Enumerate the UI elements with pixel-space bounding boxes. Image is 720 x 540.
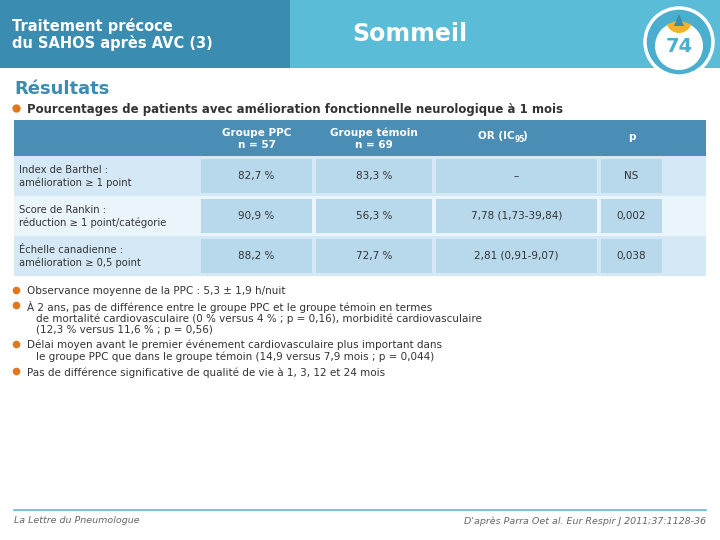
Text: À 2 ans, pas de différence entre le groupe PPC et le groupe témoin en termes: À 2 ans, pas de différence entre le grou… [27, 301, 432, 313]
FancyBboxPatch shape [316, 159, 432, 193]
Circle shape [655, 22, 703, 70]
Text: Sommeil: Sommeil [352, 22, 467, 46]
FancyBboxPatch shape [601, 199, 662, 233]
Circle shape [645, 8, 713, 76]
Text: Groupe témoin: Groupe témoin [330, 128, 418, 138]
Text: OR (IC: OR (IC [478, 131, 515, 141]
Text: 56,3 %: 56,3 % [356, 211, 392, 221]
Text: 88,2 %: 88,2 % [238, 251, 275, 261]
Text: 90,9 %: 90,9 % [238, 211, 274, 221]
Text: réduction ≥ 1 point/catégorie: réduction ≥ 1 point/catégorie [19, 217, 166, 227]
Text: 74: 74 [665, 37, 693, 57]
Text: Index de Barthel :: Index de Barthel : [19, 165, 108, 175]
Text: Pourcentages de patients avec amélioration fonctionnelle neurologique à 1 mois: Pourcentages de patients avec améliorati… [27, 103, 563, 116]
Text: Traitement précoce: Traitement précoce [12, 18, 173, 34]
FancyBboxPatch shape [14, 120, 706, 156]
Text: 82,7 %: 82,7 % [238, 171, 275, 181]
Text: le groupe PPC que dans le groupe témoin (14,9 versus 7,9 mois ; p = 0,044): le groupe PPC que dans le groupe témoin … [36, 352, 434, 362]
Text: Délai moyen avant le premier événement cardiovasculaire plus important dans: Délai moyen avant le premier événement c… [27, 340, 442, 350]
Text: 2,81 (0,91-9,07): 2,81 (0,91-9,07) [474, 251, 559, 261]
FancyBboxPatch shape [201, 239, 312, 273]
Text: La Lettre du Pneumologue: La Lettre du Pneumologue [14, 516, 140, 525]
Text: 0,002: 0,002 [617, 211, 647, 221]
Text: –: – [514, 171, 519, 181]
Text: n = 57: n = 57 [238, 140, 276, 150]
Text: 95: 95 [514, 135, 525, 144]
FancyBboxPatch shape [316, 239, 432, 273]
Text: n = 69: n = 69 [355, 140, 393, 150]
Text: NS: NS [624, 171, 639, 181]
FancyBboxPatch shape [0, 0, 720, 68]
Text: du SAHOS après AVC (3): du SAHOS après AVC (3) [12, 35, 212, 51]
FancyBboxPatch shape [0, 0, 290, 68]
Wedge shape [667, 20, 691, 33]
Polygon shape [290, 0, 308, 68]
FancyBboxPatch shape [14, 156, 706, 196]
Text: Observance moyenne de la PPC : 5,3 ± 1,9 h/nuit: Observance moyenne de la PPC : 5,3 ± 1,9… [27, 286, 286, 296]
Text: 0,038: 0,038 [617, 251, 647, 261]
Text: ): ) [522, 131, 526, 141]
Text: D'après Parra Oet al. Eur Respir J 2011;37:1128-36: D'après Parra Oet al. Eur Respir J 2011;… [464, 516, 706, 525]
FancyBboxPatch shape [201, 159, 312, 193]
Text: Score de Rankin :: Score de Rankin : [19, 205, 106, 215]
FancyBboxPatch shape [436, 159, 597, 193]
FancyBboxPatch shape [316, 199, 432, 233]
Text: 83,3 %: 83,3 % [356, 171, 392, 181]
FancyBboxPatch shape [201, 199, 312, 233]
Text: (12,3 % versus 11,6 % ; p = 0,56): (12,3 % versus 11,6 % ; p = 0,56) [36, 325, 213, 335]
Text: p: p [628, 132, 635, 142]
Text: 72,7 %: 72,7 % [356, 251, 392, 261]
FancyBboxPatch shape [14, 196, 706, 236]
Polygon shape [674, 14, 684, 26]
FancyBboxPatch shape [601, 159, 662, 193]
Text: amélioration ≥ 1 point: amélioration ≥ 1 point [19, 177, 132, 187]
FancyBboxPatch shape [436, 199, 597, 233]
Text: 7,78 (1,73-39,84): 7,78 (1,73-39,84) [471, 211, 562, 221]
Text: Échelle canadienne :: Échelle canadienne : [19, 245, 123, 255]
FancyBboxPatch shape [14, 236, 706, 276]
Text: amélioration ≥ 0,5 point: amélioration ≥ 0,5 point [19, 257, 141, 267]
FancyBboxPatch shape [436, 239, 597, 273]
FancyBboxPatch shape [601, 239, 662, 273]
Text: Résultats: Résultats [14, 80, 109, 98]
Text: Groupe PPC: Groupe PPC [222, 128, 291, 138]
Text: de mortalité cardiovasculaire (0 % versus 4 % ; p = 0,16), morbidité cardiovascu: de mortalité cardiovasculaire (0 % versu… [36, 313, 482, 323]
Text: Pas de différence significative de qualité de vie à 1, 3, 12 et 24 mois: Pas de différence significative de quali… [27, 367, 385, 377]
